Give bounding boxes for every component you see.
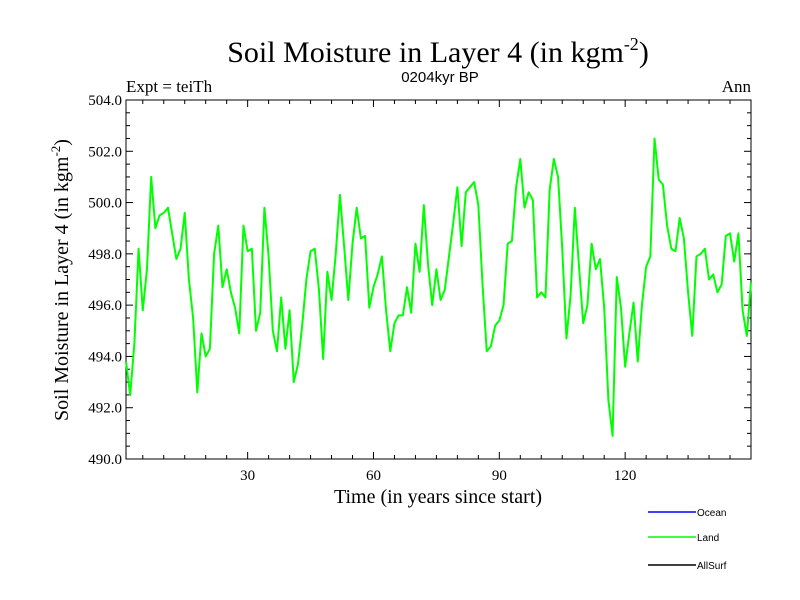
legend: Ocean Land AllSurf <box>648 508 727 572</box>
season-label: Ann <box>722 77 752 96</box>
y-tick-label: 494.0 <box>88 349 122 365</box>
y-tick-label: 504.0 <box>88 93 122 109</box>
y-tick-label: 490.0 <box>88 452 122 468</box>
series-group <box>125 137 752 437</box>
legend-label-ocean: Ocean <box>697 508 726 519</box>
x-tick-label: 120 <box>614 468 637 484</box>
x-tick-label: 30 <box>240 468 255 484</box>
legend-label-land: Land <box>697 533 719 544</box>
experiment-label: Expt = teiTh <box>126 77 213 96</box>
legend-label-allsurf: AllSurf <box>697 561 727 572</box>
x-tick-label: 90 <box>492 468 507 484</box>
series-line-land <box>125 137 752 437</box>
chart-subtitle: 0204kyr BP <box>401 69 479 86</box>
x-axis: 30 60 90 120 <box>142 100 752 484</box>
x-tick-label: 60 <box>366 468 381 484</box>
y-tick-label: 500.0 <box>88 196 122 212</box>
y-axis: 490.0 492.0 494.0 496.0 498.0 500.0 502.0 504.0 <box>88 93 751 468</box>
y-axis-title: Soil Moisture in Layer 4 (in kgm-2) <box>48 139 73 421</box>
y-tick-label: 498.0 <box>88 247 122 263</box>
y-tick-label: 492.0 <box>88 401 122 417</box>
chart-title: Soil Moisture in Layer 4 (in kgm-2) <box>227 34 649 69</box>
y-tick-label: 502.0 <box>88 144 122 160</box>
y-tick-label: 496.0 <box>88 298 122 314</box>
x-axis-title: Time (in years since start) <box>334 486 542 508</box>
